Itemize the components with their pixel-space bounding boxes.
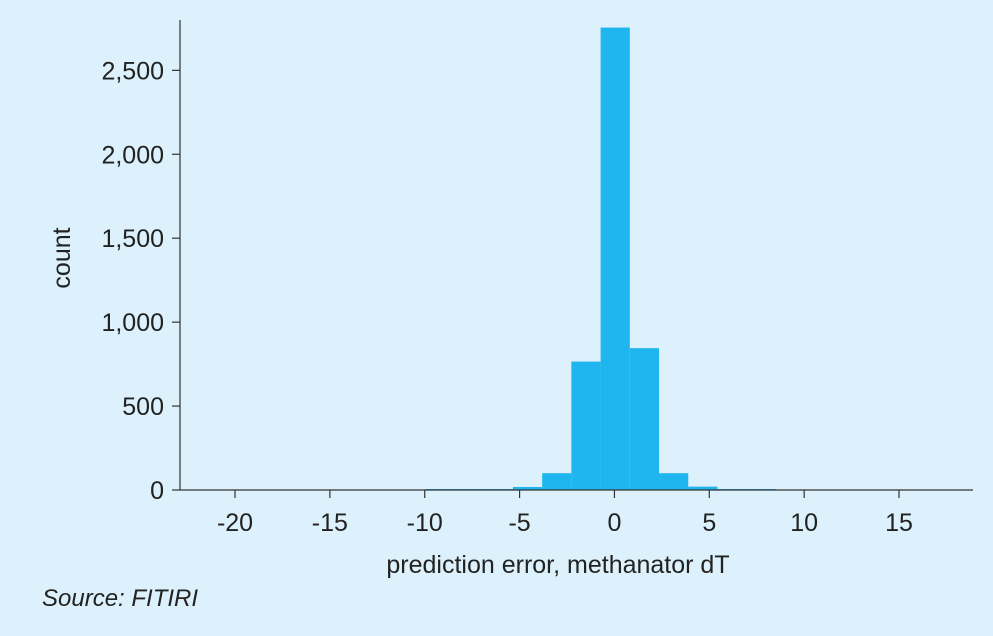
x-tick-label: -20 xyxy=(217,509,253,537)
y-tick-label: 0 xyxy=(150,477,164,505)
x-tick-label: 10 xyxy=(790,509,818,537)
x-tick-label: -5 xyxy=(508,509,530,537)
y-axis-label: count xyxy=(48,227,76,288)
histogram-bar xyxy=(688,486,718,490)
x-tick-label: -15 xyxy=(312,509,348,537)
x-tick-label: 15 xyxy=(885,509,913,537)
y-tick-label: 500 xyxy=(122,393,164,421)
y-tick-label: 1,000 xyxy=(101,309,164,337)
histogram-bar xyxy=(600,27,630,491)
x-tick-label: -10 xyxy=(407,509,443,537)
y-tick-label: 2,000 xyxy=(101,141,164,169)
y-axis: 0 500 1,000 1,500 2,000 2,500 xyxy=(101,20,181,505)
histogram-bar xyxy=(512,486,543,490)
y-tick-label: 2,500 xyxy=(101,57,164,85)
x-tick-label: 0 xyxy=(607,509,621,537)
histogram-bar xyxy=(542,473,572,490)
histogram-bar xyxy=(629,348,660,490)
histogram-bar xyxy=(659,473,689,490)
source-note: Source: FITIRI xyxy=(42,585,199,612)
x-axis-label: prediction error, methanator dT xyxy=(386,551,729,579)
histogram-bar xyxy=(571,361,601,490)
x-axis: -20 -15 -10 -5 0 5 10 15 xyxy=(180,489,973,537)
histogram-bars xyxy=(425,27,776,491)
x-tick-label: 5 xyxy=(702,509,716,537)
y-tick-label: 1,500 xyxy=(101,225,164,253)
